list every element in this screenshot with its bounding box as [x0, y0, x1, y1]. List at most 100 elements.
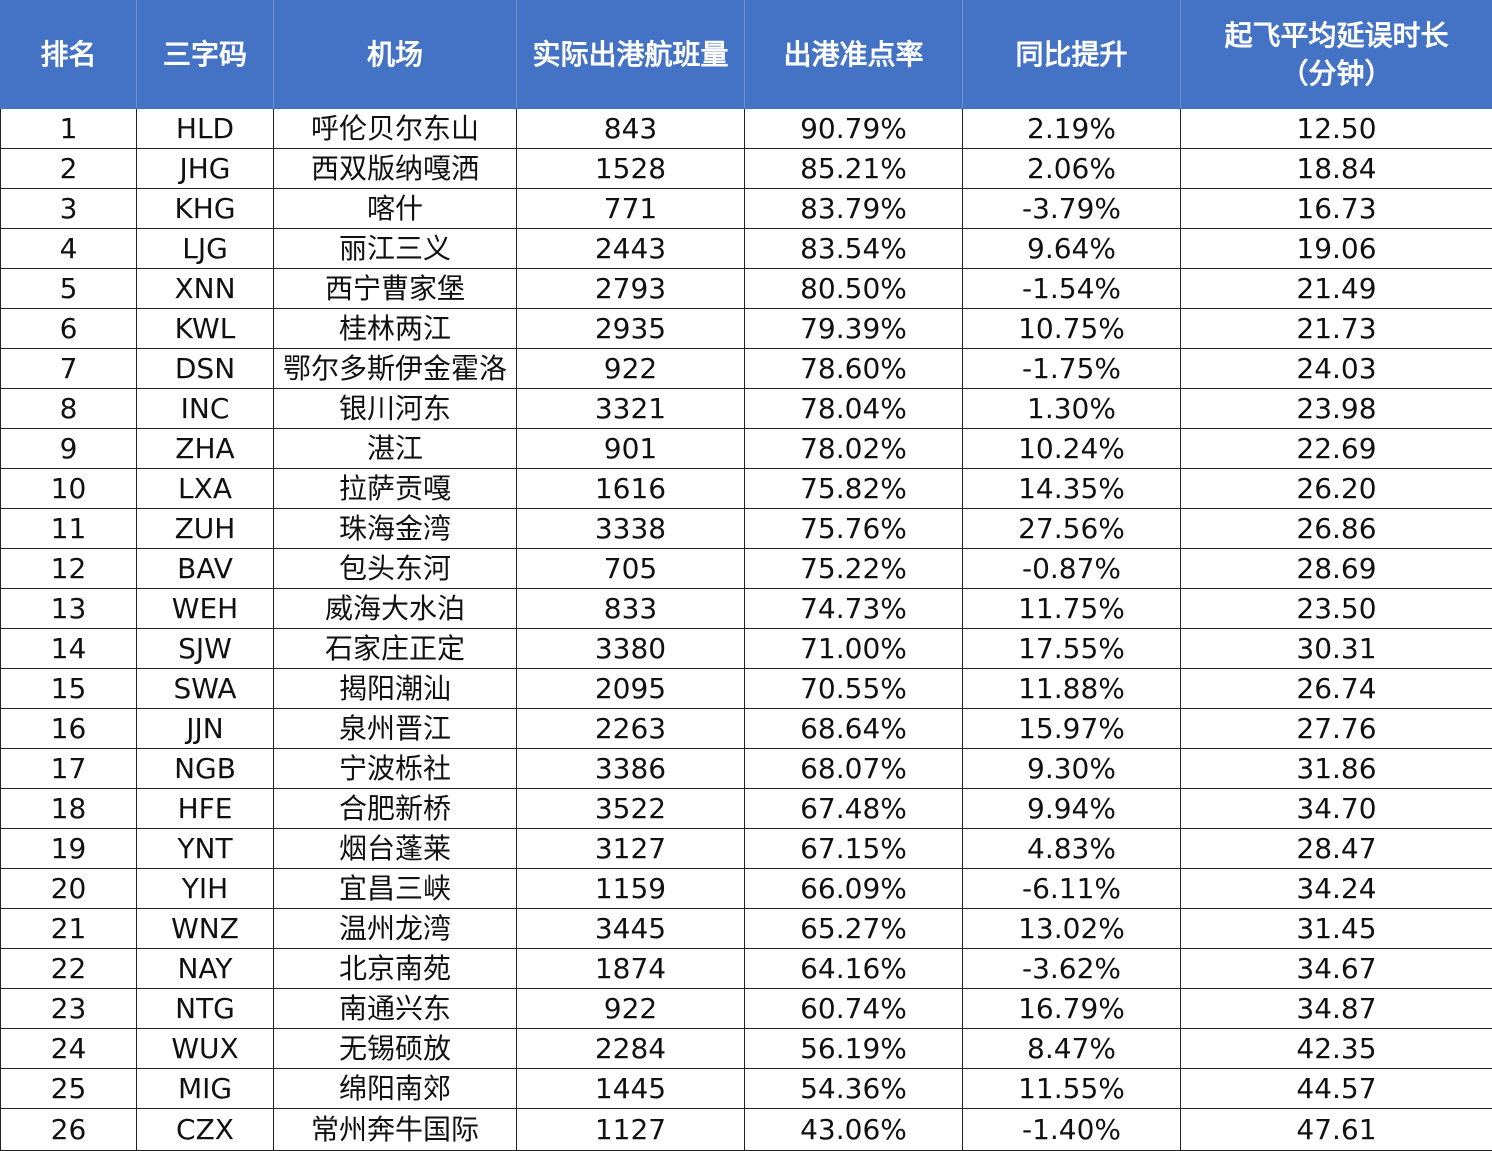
cell-delay: 28.69 — [1181, 549, 1492, 589]
cell-yoy: -1.40% — [963, 1109, 1181, 1151]
cell-ontime: 71.00% — [745, 629, 963, 669]
cell-yoy: 8.47% — [963, 1029, 1181, 1069]
cell-yoy: -6.11% — [963, 869, 1181, 909]
cell-delay: 30.31 — [1181, 629, 1492, 669]
cell-yoy: 10.75% — [963, 309, 1181, 349]
cell-airport: 丽江三义 — [274, 229, 517, 269]
cell-ontime: 68.07% — [745, 749, 963, 789]
cell-code: XNN — [137, 269, 274, 309]
cell-yoy: -1.54% — [963, 269, 1181, 309]
cell-ontime: 43.06% — [745, 1109, 963, 1151]
cell-rank: 23 — [1, 989, 137, 1029]
cell-airport: 喀什 — [274, 189, 517, 229]
cell-delay: 44.57 — [1181, 1069, 1492, 1109]
cell-rank: 9 — [1, 429, 137, 469]
cell-airport: 桂林两江 — [274, 309, 517, 349]
cell-rank: 14 — [1, 629, 137, 669]
cell-rank: 17 — [1, 749, 137, 789]
cell-delay: 21.49 — [1181, 269, 1492, 309]
cell-airport: 珠海金湾 — [274, 509, 517, 549]
cell-code: MIG — [137, 1069, 274, 1109]
cell-code: ZUH — [137, 509, 274, 549]
cell-delay: 31.45 — [1181, 909, 1492, 949]
cell-ontime: 78.02% — [745, 429, 963, 469]
cell-delay: 28.47 — [1181, 829, 1492, 869]
cell-code: INC — [137, 389, 274, 429]
cell-rank: 19 — [1, 829, 137, 869]
cell-yoy: 11.88% — [963, 669, 1181, 709]
cell-flights: 3386 — [517, 749, 745, 789]
cell-flights: 3380 — [517, 629, 745, 669]
header-rank: 排名 — [1, 1, 137, 109]
cell-yoy: 14.35% — [963, 469, 1181, 509]
cell-rank: 18 — [1, 789, 137, 829]
cell-delay: 26.20 — [1181, 469, 1492, 509]
cell-flights: 3127 — [517, 829, 745, 869]
cell-code: YIH — [137, 869, 274, 909]
cell-rank: 22 — [1, 949, 137, 989]
cell-rank: 15 — [1, 669, 137, 709]
cell-rank: 24 — [1, 1029, 137, 1069]
cell-flights: 2793 — [517, 269, 745, 309]
cell-flights: 843 — [517, 109, 745, 149]
cell-code: LJG — [137, 229, 274, 269]
cell-yoy: 16.79% — [963, 989, 1181, 1029]
cell-airport: 无锡硕放 — [274, 1029, 517, 1069]
cell-flights: 3338 — [517, 509, 745, 549]
cell-flights: 1616 — [517, 469, 745, 509]
cell-flights: 922 — [517, 349, 745, 389]
cell-flights: 2935 — [517, 309, 745, 349]
cell-ontime: 90.79% — [745, 109, 963, 149]
cell-ontime: 60.74% — [745, 989, 963, 1029]
cell-code: KWL — [137, 309, 274, 349]
cell-airport: 西双版纳嘎洒 — [274, 149, 517, 189]
cell-ontime: 67.15% — [745, 829, 963, 869]
cell-ontime: 67.48% — [745, 789, 963, 829]
cell-airport: 宜昌三峡 — [274, 869, 517, 909]
cell-yoy: 9.30% — [963, 749, 1181, 789]
cell-airport: 南通兴东 — [274, 989, 517, 1029]
cell-delay: 23.98 — [1181, 389, 1492, 429]
cell-code: NTG — [137, 989, 274, 1029]
cell-flights: 3321 — [517, 389, 745, 429]
cell-airport: 鄂尔多斯伊金霍洛 — [274, 349, 517, 389]
cell-flights: 2263 — [517, 709, 745, 749]
cell-ontime: 64.16% — [745, 949, 963, 989]
cell-flights: 1874 — [517, 949, 745, 989]
cell-yoy: 27.56% — [963, 509, 1181, 549]
cell-airport: 拉萨贡嘎 — [274, 469, 517, 509]
cell-airport: 宁波栎社 — [274, 749, 517, 789]
cell-ontime: 70.55% — [745, 669, 963, 709]
cell-delay: 19.06 — [1181, 229, 1492, 269]
header-ontime: 出港准点率 — [745, 1, 963, 109]
cell-yoy: -0.87% — [963, 549, 1181, 589]
cell-delay: 23.50 — [1181, 589, 1492, 629]
cell-flights: 771 — [517, 189, 745, 229]
cell-delay: 34.87 — [1181, 989, 1492, 1029]
header-delay: 起飞平均延误时长 （分钟） — [1181, 1, 1492, 109]
cell-ontime: 56.19% — [745, 1029, 963, 1069]
cell-delay: 26.74 — [1181, 669, 1492, 709]
cell-rank: 10 — [1, 469, 137, 509]
cell-yoy: 13.02% — [963, 909, 1181, 949]
cell-delay: 26.86 — [1181, 509, 1492, 549]
cell-airport: 威海大水泊 — [274, 589, 517, 629]
cell-delay: 27.76 — [1181, 709, 1492, 749]
cell-code: LXA — [137, 469, 274, 509]
